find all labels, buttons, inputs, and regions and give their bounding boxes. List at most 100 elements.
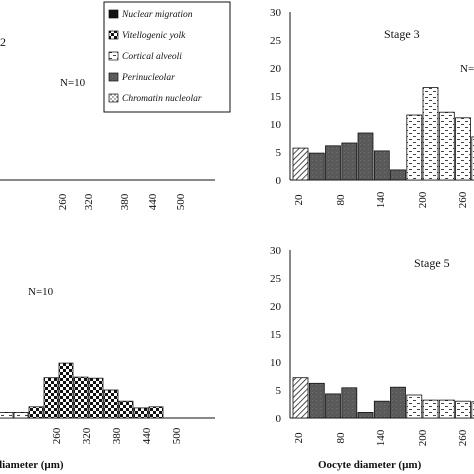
x-tick-label: 80	[335, 432, 347, 444]
histogram-bar	[28, 406, 44, 419]
panel-stage-label: 2	[0, 35, 6, 49]
histogram-bar	[471, 401, 474, 419]
x-axis-title: Oocyte diameter (µm)	[318, 459, 422, 471]
histogram-bar	[88, 377, 104, 419]
panel-stage-label: Stage 3	[384, 27, 420, 41]
x-tick-label: 320	[81, 427, 93, 444]
histogram-bar	[341, 142, 358, 181]
x-tick-labels: 20 80 140 200 260	[293, 191, 469, 208]
x-tick-label: 80	[335, 194, 347, 206]
x-tick-label: 200	[417, 191, 429, 208]
x-tick-label: 260	[457, 429, 469, 446]
legend-label: Vitellogenic yolk	[122, 31, 186, 41]
y-tick-label: 0	[276, 175, 282, 187]
x-tick-label: 380	[111, 427, 123, 444]
y-tick-labels: 0 5 10 15 20 25 30	[270, 7, 282, 187]
legend-swatch	[108, 30, 119, 40]
y-tick-label: 0	[276, 413, 282, 425]
histogram-bar	[373, 400, 390, 419]
x-tick-labels: 260 320 380 440 500	[57, 193, 187, 210]
bars	[292, 87, 474, 181]
histogram-bar	[406, 114, 423, 181]
histogram-bar	[357, 132, 374, 181]
legend-label: Chromatin nucleolar	[122, 94, 202, 104]
y-tick-label: 20	[270, 63, 282, 75]
y-tick-label: 10	[270, 119, 282, 131]
legend-swatch	[108, 51, 119, 61]
histogram-bar	[325, 393, 341, 419]
bars	[0, 362, 164, 419]
x-tick-label: 260	[457, 191, 469, 208]
y-tick-label: 25	[270, 35, 282, 47]
y-tick-label: 25	[270, 273, 282, 285]
panel-annotation: N=10	[60, 77, 86, 89]
y-tick-label: 10	[270, 357, 282, 369]
panel-annotation: N=10	[28, 286, 54, 298]
legend-item: Vitellogenic yolk	[108, 30, 186, 41]
y-tick-label: 5	[276, 147, 282, 159]
histogram-bar	[43, 377, 59, 419]
legend-item: Chromatin nucleolar	[108, 93, 202, 104]
x-tick-label: 440	[147, 193, 159, 210]
legend-label: Cortical alveoli	[122, 52, 182, 62]
x-tick-label: 20	[293, 194, 305, 206]
histogram-bar	[13, 411, 29, 419]
histogram-bar	[390, 386, 406, 419]
x-tick-labels: 20 80 140 200 260	[293, 429, 469, 446]
histogram-bar	[438, 111, 455, 181]
histogram-bar	[341, 387, 358, 419]
histogram-bar	[422, 87, 439, 181]
legend-swatch	[108, 93, 119, 103]
legend-label: Nuclear migration	[121, 10, 193, 20]
histogram-bar	[292, 377, 309, 419]
histogram-bar	[406, 394, 423, 419]
legend-item: Nuclear migration	[108, 9, 193, 20]
x-tick-label: 20	[293, 432, 305, 444]
histogram-bar	[73, 376, 89, 419]
y-tick-label: 30	[270, 7, 282, 19]
histogram-bar	[103, 389, 119, 419]
y-tick-label: 15	[270, 91, 282, 103]
histogram-bar	[438, 399, 455, 419]
panel-stage-5: Stage 5 0 5 10 15 20 25 30 20 80 140 200…	[270, 245, 474, 471]
x-tick-label: 500	[175, 193, 187, 210]
y-tick-label: 30	[270, 245, 282, 257]
y-tick-label: 5	[276, 385, 282, 397]
x-tick-label: 380	[119, 193, 131, 210]
panel-annotation: N=	[460, 63, 474, 75]
panel-stage-4: N=10 260 320 380 440 500 diameter (µm)	[0, 286, 215, 471]
x-tick-label: 500	[171, 427, 183, 444]
histogram-bar	[0, 411, 14, 419]
x-tick-label: 320	[83, 193, 95, 210]
panel-stage-2: 2 N=10 260 320 380 440 500	[0, 35, 215, 210]
histogram-bar	[471, 136, 474, 181]
legend-item: Perinucleolar	[108, 72, 175, 83]
y-tick-label: 15	[270, 329, 282, 341]
histogram-bar	[148, 406, 164, 419]
x-tick-label: 140	[375, 429, 387, 446]
y-tick-labels: 0 5 10 15 20 25 30	[270, 245, 282, 425]
legend-label: Perinucleolar	[121, 73, 175, 83]
x-tick-label: 260	[51, 427, 63, 444]
histogram-bar	[455, 117, 471, 181]
histogram-bar	[373, 150, 390, 181]
legend-swatch	[108, 9, 119, 19]
x-tick-labels: 260 320 380 440 500	[51, 427, 183, 444]
legend-box	[103, 1, 231, 113]
legend-item: Cortical alveoli	[108, 51, 182, 62]
histogram-bar	[308, 382, 325, 419]
y-tick-label: 20	[270, 301, 282, 313]
legend-swatch	[108, 72, 119, 82]
histogram-bar	[133, 407, 149, 419]
x-tick-label: 260	[57, 193, 69, 210]
histogram-bar	[308, 152, 325, 181]
x-tick-label: 200	[417, 429, 429, 446]
histogram-bar	[455, 400, 471, 419]
x-axis-title: diameter (µm)	[0, 459, 64, 471]
panel-stage-label: Stage 5	[414, 256, 450, 270]
histogram-bar	[357, 411, 374, 419]
histogram-bar	[118, 400, 134, 419]
histogram-bar	[325, 145, 341, 181]
x-tick-label: 440	[141, 427, 153, 444]
histogram-bar	[390, 169, 406, 181]
